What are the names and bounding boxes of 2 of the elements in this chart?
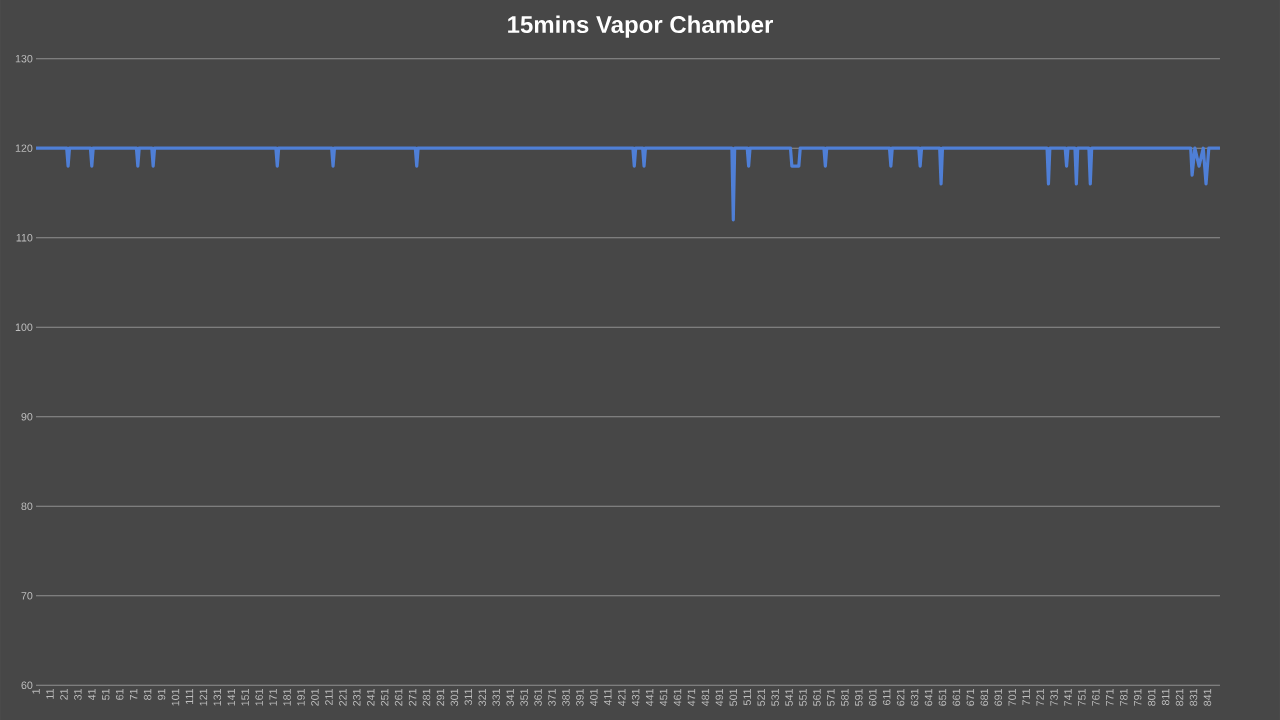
line-series <box>36 146 1220 222</box>
chart-title: 15mins Vapor Chamber <box>508 15 774 38</box>
